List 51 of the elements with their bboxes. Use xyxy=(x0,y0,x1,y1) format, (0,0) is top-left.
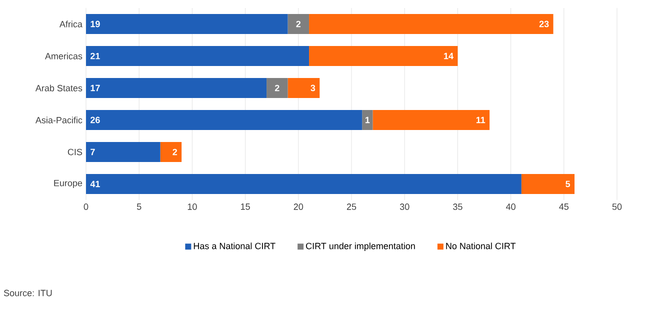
y-tick-label: Americas xyxy=(44,52,82,60)
data-label: 11 xyxy=(476,116,486,124)
legend-label: Has a National CIRT xyxy=(194,242,276,250)
data-label: 41 xyxy=(90,180,100,188)
x-tick-label: 15 xyxy=(240,204,250,210)
data-label: 23 xyxy=(539,20,549,28)
legend-label: CIRT under implementation xyxy=(306,242,415,251)
data-label: 2 xyxy=(274,84,280,92)
x-tick-label: 35 xyxy=(453,204,462,210)
legend-label: No National CIRT xyxy=(446,242,516,250)
bar xyxy=(86,14,288,34)
bar xyxy=(86,142,160,162)
y-tick-label: Europe xyxy=(54,180,82,188)
data-label: 17 xyxy=(90,84,100,92)
bar xyxy=(86,78,267,98)
x-tick-label: 20 xyxy=(294,204,304,210)
bar xyxy=(521,174,575,194)
bar xyxy=(86,46,310,66)
data-label: 7 xyxy=(90,148,95,156)
x-tick-label: 10 xyxy=(188,204,197,210)
y-tick-label: Arab States xyxy=(35,84,82,92)
x-tick-label: 0 xyxy=(84,204,88,210)
bar xyxy=(288,78,320,98)
bar xyxy=(362,110,373,130)
data-label: 19 xyxy=(90,20,100,28)
y-tick-label: CIS xyxy=(68,148,82,156)
x-tick-label: 30 xyxy=(400,204,410,210)
y-tick-label: Asia-Pacific xyxy=(35,116,82,124)
data-label: 26 xyxy=(90,116,100,124)
x-tick-label: 45 xyxy=(559,204,569,210)
y-tick-label: Africa xyxy=(59,20,82,28)
data-label: 21 xyxy=(90,52,100,60)
bar xyxy=(372,110,490,130)
x-tick-label: 50 xyxy=(612,204,622,210)
bar xyxy=(288,14,310,34)
bar xyxy=(160,142,182,162)
source-note: Source: ITU xyxy=(4,290,52,296)
x-tick-label: 5 xyxy=(136,204,142,210)
data-label: 2 xyxy=(296,20,301,28)
x-tick-label: 25 xyxy=(346,204,356,210)
data-label: 1 xyxy=(366,116,370,124)
data-label: 2 xyxy=(172,148,178,156)
bar xyxy=(309,14,554,34)
bar xyxy=(86,174,522,194)
data-label: 5 xyxy=(566,180,570,188)
data-label: 3 xyxy=(310,84,316,92)
data-label: 14 xyxy=(444,52,454,60)
bar xyxy=(309,46,458,66)
x-tick-label: 40 xyxy=(506,204,516,210)
bar xyxy=(86,110,362,130)
bar xyxy=(266,78,288,98)
